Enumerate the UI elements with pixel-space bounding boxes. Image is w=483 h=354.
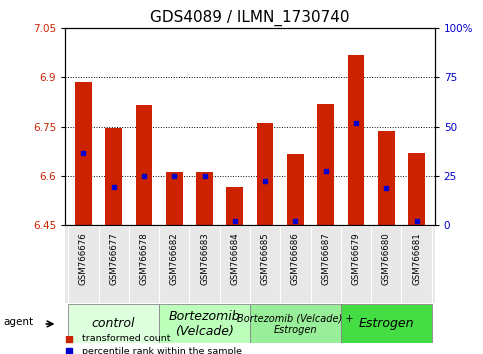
Bar [227, 187, 243, 225]
Text: transformed count: transformed count [82, 335, 170, 343]
Bar [317, 104, 334, 225]
Text: GSM766686: GSM766686 [291, 233, 300, 285]
Text: agent: agent [3, 317, 34, 327]
Text: Bortezomib
(Velcade): Bortezomib (Velcade) [169, 310, 241, 338]
Text: GSM766676: GSM766676 [79, 233, 88, 285]
Text: GSM766677: GSM766677 [109, 233, 118, 285]
Text: GSM766682: GSM766682 [170, 233, 179, 285]
Bar [75, 82, 92, 225]
Bar [166, 172, 183, 225]
Text: GSM766680: GSM766680 [382, 233, 391, 285]
Bar [287, 154, 304, 225]
Text: GSM766681: GSM766681 [412, 233, 421, 285]
Bar [68, 304, 159, 343]
Text: GSM766678: GSM766678 [140, 233, 148, 285]
Bar [105, 128, 122, 225]
Bar [159, 304, 250, 343]
Text: GSM766684: GSM766684 [230, 233, 239, 285]
Text: GSM766685: GSM766685 [261, 233, 270, 285]
Bar [408, 153, 425, 225]
Text: GSM766683: GSM766683 [200, 233, 209, 285]
Title: GDS4089 / ILMN_1730740: GDS4089 / ILMN_1730740 [150, 9, 350, 25]
Text: percentile rank within the sample: percentile rank within the sample [82, 347, 242, 354]
Text: Estrogen: Estrogen [358, 318, 414, 330]
Bar [348, 55, 364, 225]
Text: GSM766687: GSM766687 [321, 233, 330, 285]
Text: GSM766679: GSM766679 [352, 233, 360, 285]
Text: control: control [92, 318, 135, 330]
Text: Bortezomib (Velcade) +
Estrogen: Bortezomib (Velcade) + Estrogen [237, 313, 354, 335]
Bar [257, 123, 273, 225]
Bar [378, 131, 395, 225]
Bar [250, 304, 341, 343]
Bar [341, 304, 432, 343]
Bar [196, 172, 213, 225]
Bar [136, 105, 152, 225]
